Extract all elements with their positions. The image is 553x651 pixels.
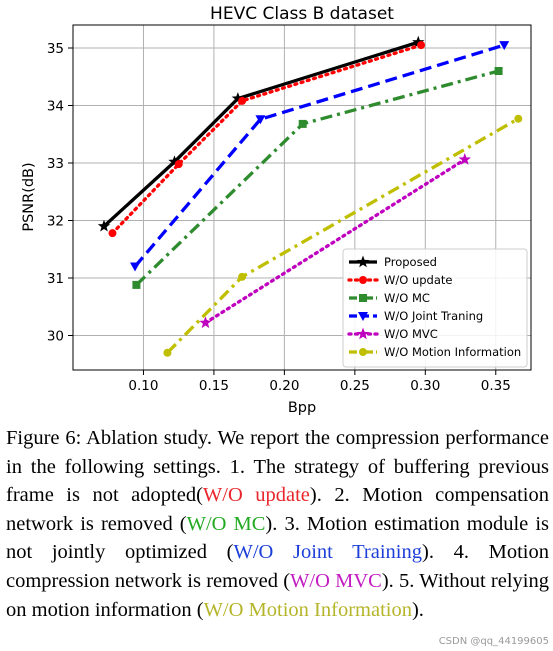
series-5 [199, 153, 471, 329]
data-point [132, 280, 141, 289]
data-point [255, 115, 266, 125]
legend-label: W/O update [384, 273, 452, 287]
legend-marker [359, 276, 367, 284]
caption-tag-update: W/O update [202, 484, 310, 507]
caption-tag-motion: W/O Motion Information [203, 598, 412, 621]
data-point [199, 316, 212, 329]
legend-label: Proposed [384, 255, 437, 269]
data-point [412, 35, 425, 48]
x-tick-label: 0.35 [481, 378, 511, 394]
data-point [238, 96, 247, 105]
legend-marker [358, 312, 368, 321]
data-point [97, 219, 111, 232]
series-layer [97, 35, 523, 357]
watermark: CSDN @qq_44199605 [438, 636, 549, 647]
y-tick-label: 31 [47, 271, 64, 287]
x-tick-label: 0.25 [340, 378, 370, 394]
data-point [238, 272, 247, 281]
data-point [231, 92, 245, 104]
legend-entry: W/O Motion Information [349, 345, 521, 359]
data-point [514, 114, 523, 123]
y-tick-label: 30 [47, 329, 64, 345]
legend-marker [356, 255, 370, 268]
data-point [168, 155, 181, 168]
ticks: 0.10 0.15 0.20 0.25 0.30 0.35 30 31 32 33 34 35 [47, 41, 511, 394]
x-tick-label: 0.15 [199, 378, 229, 394]
legend-marker [359, 348, 367, 356]
legend-marker [359, 294, 367, 302]
series-4 [130, 41, 510, 272]
data-point [163, 348, 172, 357]
legend-entry: W/O MC [349, 291, 430, 305]
caption-tag-mc: W/O MC [186, 512, 266, 535]
legend-entry: W/O Joint Traning [349, 309, 483, 323]
series-1 [97, 35, 425, 232]
series-line [110, 43, 423, 235]
legend-label: W/O MVC [384, 327, 438, 341]
series-line [102, 40, 419, 228]
legend-marker [356, 327, 370, 340]
caption-tag-joint: W/O Joint Training [233, 541, 422, 564]
legend-label: W/O MC [384, 291, 430, 305]
legend-label: W/O Joint Traning [384, 309, 483, 323]
x-tick-label: 0.30 [410, 378, 440, 394]
series-line [203, 157, 467, 325]
x-tick-label: 0.20 [269, 378, 299, 394]
chart-title: HEVC Class B dataset [210, 4, 394, 24]
data-point [417, 41, 426, 50]
ablation-chart: 0.10 0.15 0.20 0.25 0.30 0.35 30 31 32 33 34 35 HEV… [21, 4, 532, 416]
y-tick-label: 33 [47, 156, 64, 172]
data-point [174, 160, 183, 169]
data-point [130, 262, 141, 272]
y-axis-label: PSNR(dB) [21, 162, 37, 231]
y-tick-label: 32 [47, 214, 64, 230]
legend-entry: W/O MVC [347, 327, 438, 341]
data-point [108, 229, 117, 238]
data-point [458, 153, 471, 165]
series-3 [132, 67, 503, 289]
y-tick-label: 35 [47, 41, 64, 57]
series-line [133, 43, 505, 268]
legend-entry: W/O update [347, 273, 452, 287]
series-6 [163, 114, 523, 357]
data-point [499, 41, 510, 51]
x-axis-label: Bpp [288, 400, 316, 416]
data-point [298, 119, 307, 128]
series-2 [108, 41, 426, 238]
legend-entry: Proposed [349, 255, 437, 269]
data-point [494, 67, 503, 75]
legend-box [342, 248, 528, 368]
legend: Proposed W/O update W/O MC W/O Joint Tranin… [342, 248, 528, 368]
legend-label: W/O Motion Information [384, 345, 521, 359]
y-tick-label: 34 [47, 99, 64, 115]
x-tick-label: 0.10 [128, 378, 158, 394]
caption-tag-mvc: W/O MVC [290, 569, 382, 592]
figure-caption: Figure 6: Ablation study. We report the … [6, 427, 550, 621]
plot-frame [72, 24, 532, 371]
